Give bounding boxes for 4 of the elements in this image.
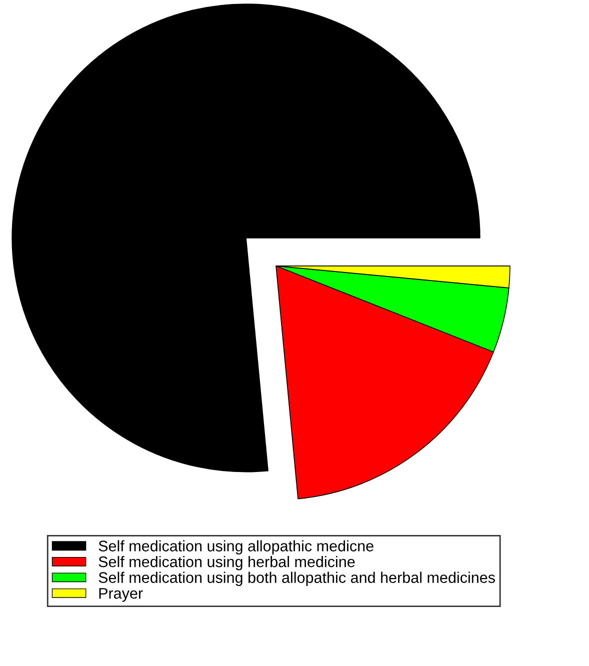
legend-label: Self medication using allopathic medicne [98,540,374,554]
legend-label: Self medication using herbal medicine [98,556,355,570]
legend-label: Prayer [99,588,143,602]
legend-label: Self medication using both allopathic and herbal medicines [98,572,495,586]
